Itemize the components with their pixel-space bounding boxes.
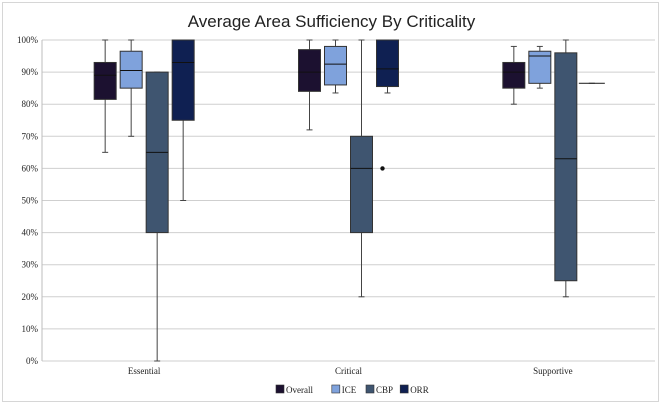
box-iqr [119,50,143,89]
box-essential-orr [171,39,195,201]
legend-item-overall: Overall [275,384,313,395]
box-essential-ice [119,39,143,137]
outlier-point [380,166,385,171]
legend-swatch [275,384,285,394]
box-essential-cbp [145,71,169,362]
box-supportive-cbp [554,39,578,298]
gridlines [42,39,655,362]
box-iqr [528,50,552,84]
x-axis: Essential Critical Supportive [128,366,573,376]
y-tick-label: 70% [22,131,39,141]
x-tick-label: Essential [128,366,161,376]
y-tick-label: 20% [22,292,39,302]
box-critical-ice [324,39,347,94]
legend-swatch [331,384,341,394]
box-iqr [502,61,526,89]
legend-label: ORR [410,385,429,395]
chart-title: Average Area Sufficiency By Criticality [187,12,476,31]
y-tick-label: 30% [22,260,39,270]
y-tick-label: 60% [22,163,39,173]
box-supportive-ice [528,45,552,89]
box-essential-overall [93,39,117,153]
box-iqr [171,39,195,121]
box-iqr [554,52,578,282]
legend-swatch [399,384,409,394]
y-axis: 0% 10% 20% 30% 40% 50% 60% 70% 80% 90% 100% [17,35,43,366]
y-tick-label: 10% [22,324,39,334]
legend-label: ICE [342,385,357,395]
box-iqr [93,61,117,100]
y-tick-label: 40% [22,228,39,238]
box-critical-orr [376,39,399,94]
x-tick-label: Supportive [533,366,573,376]
x-tick-label: Critical [335,366,362,376]
box-iqr [298,49,321,92]
legend-label: Overall [286,385,313,395]
legend-swatch [365,384,375,394]
box-critical-overall [298,39,321,131]
legend-label: CBP [376,385,393,395]
box-iqr [324,45,347,86]
box-iqr [350,135,373,234]
legend: Overall ICE CBP ORR [275,384,429,395]
box-series [93,39,605,362]
box-supportive-overall [502,45,526,105]
y-tick-label: 80% [22,99,39,109]
y-tick-label: 90% [22,67,39,77]
box-critical-cbp [350,39,385,298]
legend-item-orr: ORR [399,384,429,395]
box-iqr [376,39,399,88]
y-tick-label: 100% [17,35,39,45]
legend-item-cbp: CBP [365,384,393,395]
y-tick-label: 50% [22,196,39,206]
y-tick-label: 0% [26,356,39,366]
legend-item-ice: ICE [331,384,357,395]
